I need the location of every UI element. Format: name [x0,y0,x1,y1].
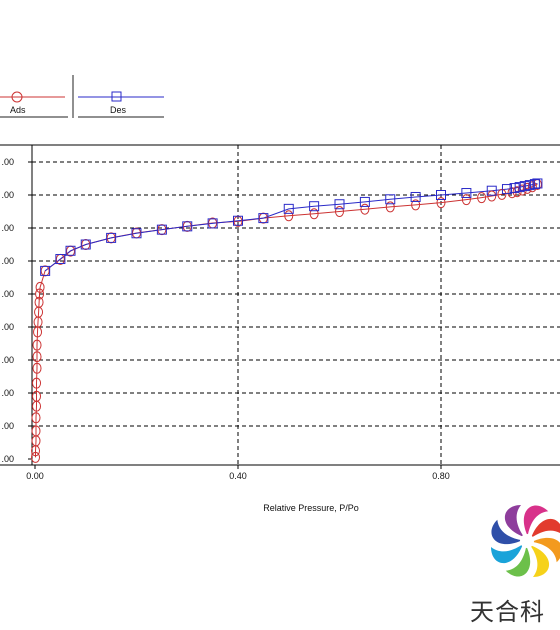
x-tick-label: 0.80 [432,471,450,481]
y-tick-label: .00 [1,322,14,332]
y-tick-label: .00 [1,157,14,167]
data-point-ads [527,181,537,193]
data-point-des [80,239,91,250]
x-axis-label: Relative Pressure, P/Po [263,503,359,513]
data-point-ads [436,197,446,209]
data-point-ads [32,351,42,363]
series-line-des [44,183,538,272]
data-point-des [532,178,543,189]
data-point-ads [35,281,45,293]
data-point-ads [34,296,44,308]
data-point-des [131,228,142,239]
legend-ads-label: Ads [10,105,26,115]
y-tick-label: .00 [1,454,14,464]
series-markers [31,178,543,463]
data-point-des [529,179,540,190]
data-point-ads [32,377,42,389]
data-point-des [509,183,520,194]
data-point-des [283,203,294,214]
data-point-ads [32,339,42,351]
data-point-ads [309,208,319,220]
data-point-des [258,213,269,224]
plot-area: .00.00.00.00.00.00.00.00.00.00 0.00 0.40 0… [0,144,560,481]
y-tick-label: .00 [1,388,14,398]
x-tick-labels: 0.00 0.40 0.80 [26,465,450,481]
logo-petal [531,537,560,563]
x-tick-label: 0.00 [26,471,44,481]
data-point-ads [487,190,497,202]
series-lines [35,183,538,458]
logo-petal [530,545,549,577]
data-point-ads [477,192,487,204]
logo-petal [491,544,523,564]
legend-des-label: Des [110,105,127,115]
grid [32,145,560,465]
data-point-des [359,196,370,207]
data-point-des [182,221,193,232]
data-point-ads [360,203,370,215]
y-tick-label: .00 [1,190,14,200]
legend: Ads Des [0,75,164,118]
data-point-des [519,181,530,192]
y-tick-label: .00 [1,355,14,365]
data-point-ads [284,210,294,222]
data-point-ads [31,451,41,463]
legend-des-marker [111,91,122,102]
data-point-ads [497,188,507,200]
data-point-des [106,232,117,243]
data-point-ads [335,206,344,217]
series-line-ads [35,183,538,458]
y-tick-label: .00 [1,289,14,299]
y-tick-label: .00 [1,256,14,266]
data-point-des [461,188,472,199]
data-point-ads [31,412,41,424]
data-point-des [40,265,51,276]
legend-ads-marker [11,91,23,103]
logo-petal [523,505,549,537]
logo-petal [505,505,524,537]
data-point-des [233,215,243,226]
data-point-des [55,254,66,265]
data-point-des [156,224,167,235]
data-point-ads [32,362,42,374]
company-logo-text: 天合科 [470,598,545,626]
data-point-des [410,191,421,202]
data-point-ads [32,390,42,402]
y-tick-labels: .00 .00 .00 .00 .00 .00 .00 .00 .00 .00 [1,157,32,464]
data-point-des [436,190,446,200]
logo-petal [505,545,531,577]
data-point-des [501,184,512,195]
data-point-ads [461,194,471,206]
data-point-des [334,199,345,210]
data-point-des [385,194,396,205]
data-point-ads [31,425,41,437]
y-tick-label: .00 [1,421,14,431]
company-logo [491,505,560,577]
data-point-des [486,185,497,196]
data-point-des [524,180,535,191]
legend-item-des: Des [78,91,164,118]
data-point-des [207,218,218,229]
logo-petal [491,519,523,545]
logo-petal [531,519,560,538]
data-point-ads [411,199,421,211]
data-point-des [514,182,525,193]
legend-item-ads: Ads [0,91,68,118]
data-point-ads [35,288,45,300]
data-point-des [65,245,76,256]
y-tick-label: .00 [1,223,14,233]
x-tick-label: 0.40 [229,471,247,481]
data-point-des [309,201,320,212]
data-point-ads [385,201,395,213]
logo-center [520,534,534,548]
